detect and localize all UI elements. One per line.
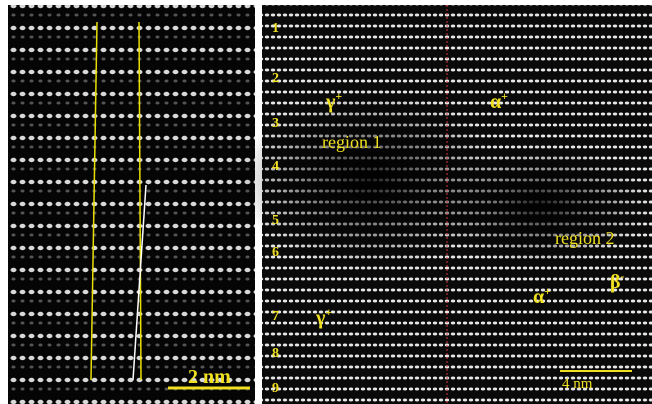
region-label: region 2 xyxy=(555,228,614,248)
guide-line xyxy=(132,184,147,381)
dark-region xyxy=(430,145,650,265)
row-label: 5 xyxy=(272,213,279,228)
row-label: 8 xyxy=(272,346,279,361)
row-label: 4 xyxy=(272,159,279,174)
phase-charge: + xyxy=(501,89,508,103)
phase-label: γ+ xyxy=(325,89,342,113)
phase-charge: + xyxy=(544,284,551,298)
scale-label: 4 nm xyxy=(562,376,593,392)
phase-charge: + xyxy=(335,89,342,103)
row-label: 9 xyxy=(272,381,279,396)
guide-line xyxy=(138,21,142,381)
row-label: 6 xyxy=(272,245,279,260)
row-label: 3 xyxy=(272,116,279,131)
phase-label: γ+ xyxy=(315,305,332,329)
phase-symbol: α xyxy=(490,91,501,113)
phase-label: β- xyxy=(610,269,625,293)
phase-charge: + xyxy=(325,305,332,319)
phase-symbol: α xyxy=(533,286,544,308)
phase-symbol: β xyxy=(610,271,621,293)
phase-charge: - xyxy=(621,269,625,283)
row-label: 7 xyxy=(272,309,279,324)
guide-line xyxy=(90,21,98,381)
left-lattice xyxy=(8,5,255,404)
region-label: region 1 xyxy=(322,132,381,152)
row-label: 1 xyxy=(272,21,279,36)
phase-symbol: γ xyxy=(315,307,326,329)
scale-label: 2 nm xyxy=(188,366,231,388)
phase-label: α+ xyxy=(490,89,508,113)
dark-region xyxy=(240,90,500,270)
row-label: 2 xyxy=(272,71,279,86)
phase-symbol: γ xyxy=(325,91,336,113)
phase-label: α+ xyxy=(533,284,551,308)
